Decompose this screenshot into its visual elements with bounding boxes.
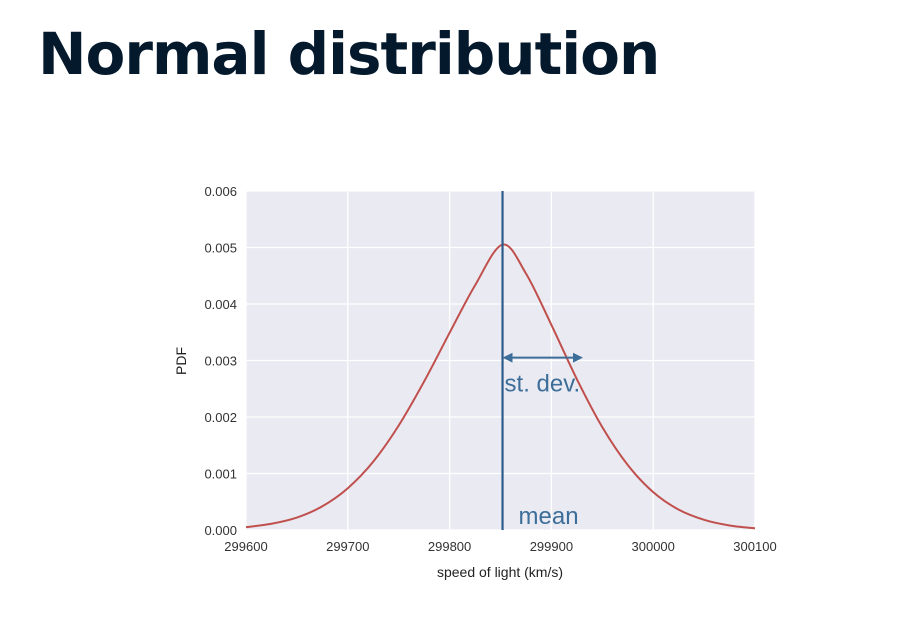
- y-tick-label: 0.005: [204, 241, 237, 256]
- x-axis-label: speed of light (km/s): [437, 564, 563, 580]
- gridlines: [245, 190, 756, 531]
- y-axis-label: PDF: [173, 347, 189, 375]
- y-tick-label: 0.006: [204, 184, 237, 199]
- x-tick-label: 299600: [224, 539, 267, 554]
- x-tick-label: 299800: [428, 539, 471, 554]
- std-dev-annotation: st. dev.: [505, 371, 581, 398]
- y-tick-label: 0.003: [204, 354, 237, 369]
- x-tick-label: 299700: [326, 539, 369, 554]
- mean-annotation: mean: [519, 503, 579, 530]
- y-tick-label: 0.002: [204, 410, 237, 425]
- y-tick-label: 0.001: [204, 467, 237, 482]
- tick-labels: 299600 299700 299800 299900 300000 300100 0.00…: [204, 184, 776, 554]
- x-tick-label: 300000: [632, 539, 675, 554]
- x-tick-label: 300100: [733, 539, 776, 554]
- slide-title: Normal distribution: [38, 20, 660, 88]
- y-tick-label: 0.000: [204, 523, 237, 538]
- x-tick-label: 299900: [530, 539, 573, 554]
- y-tick-label: 0.004: [204, 297, 237, 312]
